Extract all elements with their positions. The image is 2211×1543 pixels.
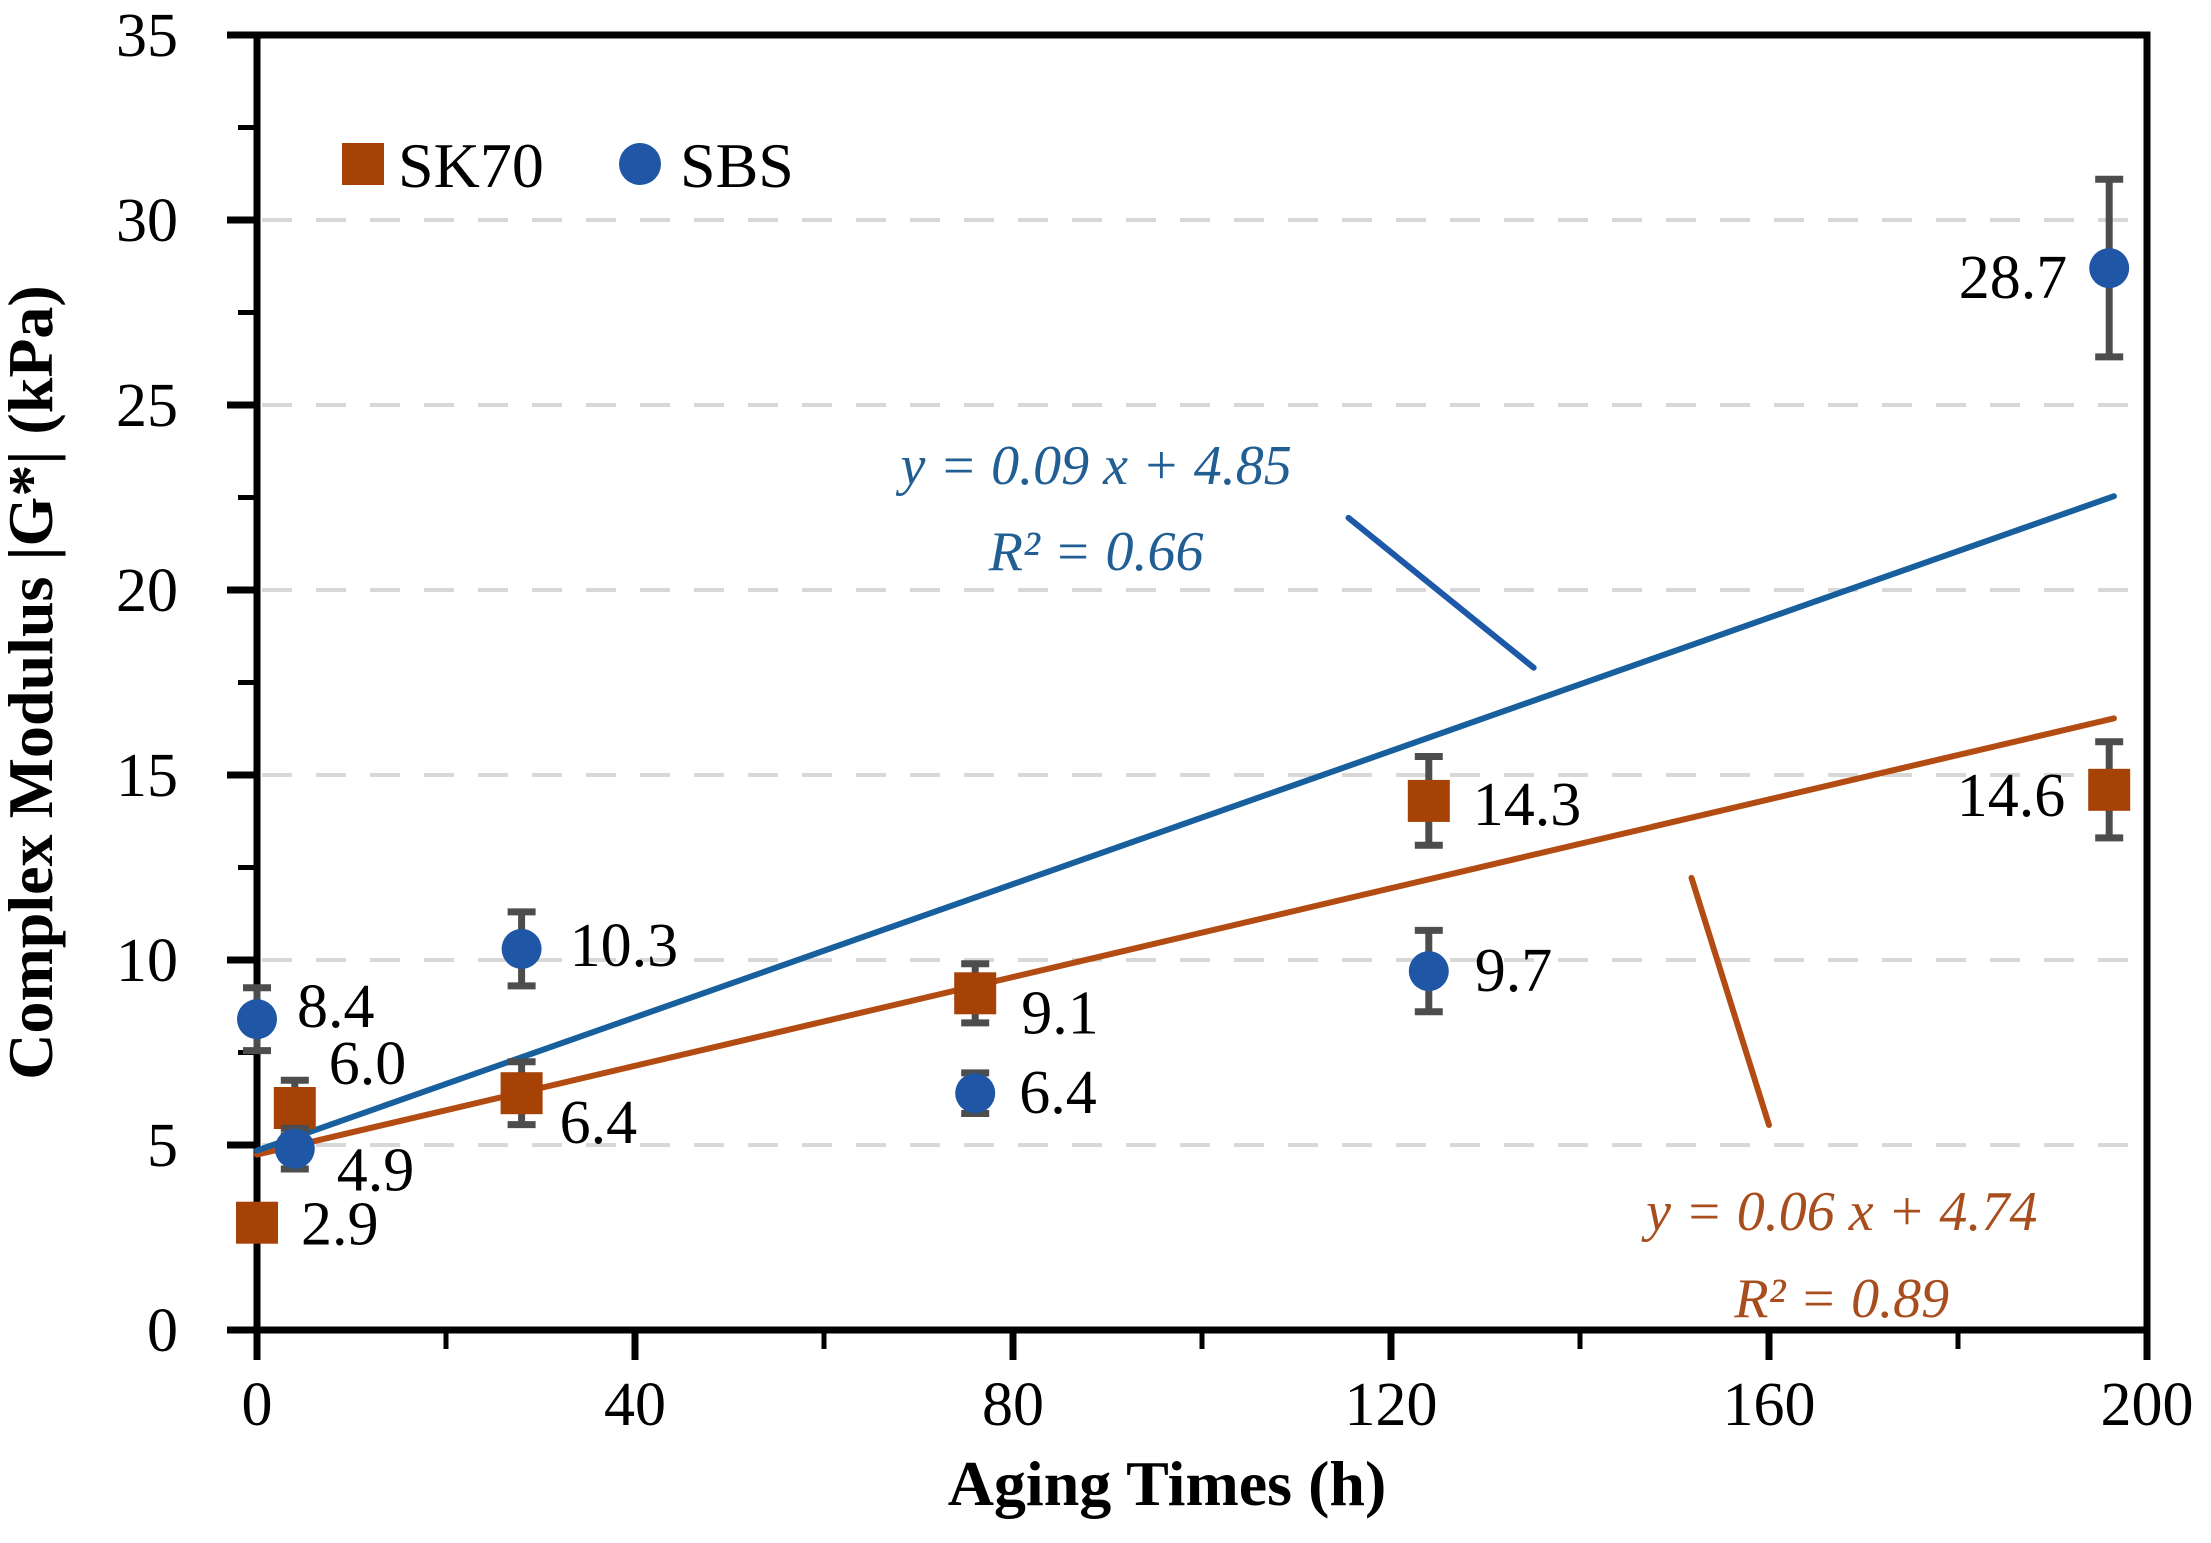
x-tick-label-40: 40 [604, 1371, 666, 1439]
y-tick-label-15: 15 [116, 742, 178, 810]
sk70-equation-line-2: R² = 0.89 [1733, 1268, 1949, 1330]
point-label-sk70-0: 2.9 [301, 1191, 379, 1259]
marker-sk70-3 [954, 972, 997, 1015]
sbs-equation-line-1: y = 0.09 x + 4.85 [896, 435, 1292, 497]
legend-label-sk70: SK70 [398, 130, 544, 201]
y-tick-label-20: 20 [116, 557, 178, 625]
y-tick-label-5: 5 [147, 1112, 178, 1180]
plot-border [253, 31, 2151, 1334]
marker-sk70-2 [500, 1072, 543, 1115]
x-axis-title: Aging Times (h) [948, 1448, 1387, 1519]
sbs-equation-line-2: R² = 0.66 [988, 521, 1204, 583]
x-tick-label-80: 80 [982, 1371, 1044, 1439]
marker-sk70-4 [1407, 779, 1450, 822]
y-axis-title: Complex Modulus |G*| (kPa) [0, 285, 66, 1079]
x-tick-label-200: 200 [2101, 1371, 2194, 1439]
point-label-sk70-2: 6.4 [560, 1089, 638, 1157]
marker-sk70-1 [273, 1087, 316, 1129]
sk70-equation-line-1: y = 0.06 x + 4.74 [1641, 1181, 2037, 1243]
marker-sbs-0 [237, 999, 277, 1040]
sbs-equation-leader-line [1345, 514, 1537, 671]
marker-sbs-1 [274, 1128, 315, 1169]
marker-sbs-4 [1408, 951, 1449, 992]
x-tick-label-160: 160 [1723, 1371, 1816, 1439]
legend-marker-sbs [619, 143, 661, 185]
point-label-sk70-3: 9.1 [1021, 979, 1098, 1047]
y-tick-label-25: 25 [116, 372, 178, 440]
marker-sbs-5 [2089, 248, 2130, 289]
marker-sbs-2 [501, 928, 542, 969]
point-label-sbs-4: 9.7 [1475, 937, 1553, 1005]
y-tick-label-10: 10 [116, 927, 178, 995]
point-label-sk70-5: 14.6 [1957, 762, 2066, 830]
point-label-sbs-1: 4.9 [337, 1137, 415, 1205]
trendline-sk70 [254, 715, 2117, 1158]
point-label-sbs-5: 28.7 [1959, 244, 2068, 312]
y-tick-label-35: 35 [116, 2, 178, 70]
legend-label-sbs: SBS [680, 130, 794, 201]
marker-sk70-0 [236, 1201, 278, 1244]
x-tick-label-120: 120 [1345, 1371, 1438, 1439]
marker-sk70-5 [2088, 768, 2131, 811]
marker-sbs-3 [955, 1073, 996, 1114]
point-label-sbs-0: 8.4 [297, 973, 375, 1041]
y-tick-label-0: 0 [147, 1297, 178, 1365]
trendline-sbs [254, 493, 2117, 1154]
point-label-sbs-2: 10.3 [570, 912, 679, 980]
point-label-sbs-3: 6.4 [1019, 1059, 1096, 1127]
sk70-equation-leader-line [1688, 874, 1772, 1129]
point-label-sk70-4: 14.3 [1473, 771, 1582, 839]
y-tick-label-30: 30 [116, 187, 178, 255]
point-label-sk70-1: 6.0 [329, 1030, 407, 1098]
legend-marker-sk70 [342, 143, 384, 185]
x-tick-label-0: 0 [242, 1371, 273, 1439]
